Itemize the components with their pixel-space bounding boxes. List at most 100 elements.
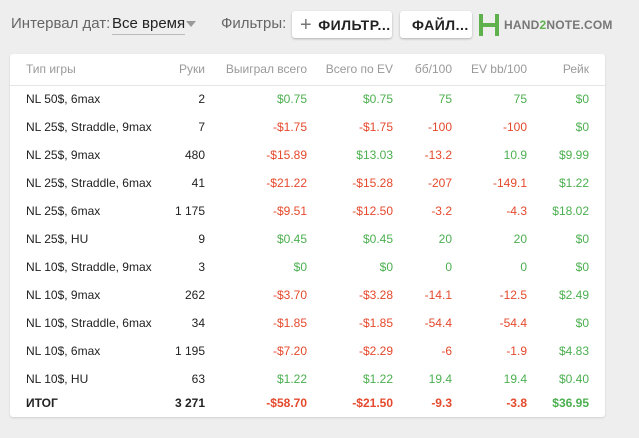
cell-bb-per-100: -6 [441,344,452,358]
cell-total-ev: -$1.85 [358,316,393,330]
cell-rake: $4.83 [558,344,589,358]
hand2note-logo-icon [479,14,499,36]
total-hands: 3 271 [174,396,205,410]
cell-game-type: NL 25$, 6max [26,204,101,218]
chevron-down-icon[interactable] [186,21,196,27]
cell-total-ev: -$15.28 [352,176,393,190]
cell-bb-per-100: -54.4 [424,316,452,330]
files-button[interactable]: ФАЙЛ... [400,11,472,38]
date-interval-select[interactable]: Все время [112,15,186,35]
cell-rake: $2.49 [558,288,589,302]
total-rake: $36.95 [552,396,589,410]
cell-game-type: NL 25$, HU [26,232,89,246]
cell-game-type: NL 10$, 9max [26,288,101,302]
cell-ev-bb-per-100: -100 [502,120,527,134]
date-interval-label: Интервал дат: [11,15,111,32]
cell-hands: 1 195 [174,344,205,358]
cell-rake: $0 [575,232,589,246]
cell-total-ev: -$2.29 [358,344,393,358]
cell-hands: 34 [191,316,205,330]
toolbar: Интервал дат: Все время Фильтры: + ФИЛЬТ… [0,0,639,48]
column-header-bb-per-100[interactable]: бб/100 [414,62,452,76]
plus-icon: + [300,13,313,36]
cell-hands: 480 [184,148,205,162]
cell-total-ev: $1.22 [362,372,393,386]
cell-total-ev: -$3.28 [358,288,393,302]
column-header-game-type[interactable]: Тип игры [26,62,76,76]
cell-bb-per-100: 75 [438,92,452,106]
column-header-total-ev[interactable]: Всего по EV [325,62,393,76]
cell-won-total: -$3.70 [272,288,307,302]
cell-ev-bb-per-100: 75 [513,92,527,106]
cell-rake: $1.22 [558,176,589,190]
cell-game-type: NL 10$, Straddle, 6max [26,316,152,330]
cell-ev-bb-per-100: -1.9 [506,344,527,358]
cell-total-ev: $0.75 [362,92,393,106]
cell-ev-bb-per-100: 20 [513,232,527,246]
total-total-ev: -$21.50 [352,396,393,410]
cell-total-ev: -$12.50 [352,204,393,218]
cell-hands: 7 [198,120,205,134]
cell-rake: $18.02 [552,204,589,218]
stats-table [10,54,605,417]
cell-ev-bb-per-100: -149.1 [492,176,527,190]
files-label: ФАЙЛ... [412,16,469,33]
cell-won-total: -$15.89 [266,148,307,162]
cell-game-type: NL 10$, 6max [26,344,101,358]
cell-won-total: $0.45 [276,232,307,246]
cell-hands: 262 [184,288,205,302]
cell-rake: $0 [575,120,589,134]
cell-ev-bb-per-100: -4.3 [506,204,527,218]
cell-bb-per-100: 20 [438,232,452,246]
cell-total-ev: -$1.75 [358,120,393,134]
cell-won-total: -$7.20 [272,344,307,358]
cell-won-total: -$1.85 [272,316,307,330]
total-bb-per-100: -9.3 [431,396,452,410]
add-filter-button[interactable]: + ФИЛЬТР... [292,11,392,38]
cell-won-total: $1.22 [276,372,307,386]
cell-game-type: NL 25$, Straddle, 9max [26,120,152,134]
cell-won-total: $0 [293,260,307,274]
cell-bb-per-100: -14.1 [424,288,452,302]
filters-label: Фильтры: [221,15,287,32]
cell-bb-per-100: -3.2 [431,204,452,218]
cell-won-total: -$1.75 [272,120,307,134]
cell-total-ev: $0.45 [362,232,393,246]
total-game-type: ИТОГ [26,396,58,410]
cell-hands: 63 [191,372,205,386]
cell-hands: 9 [198,232,205,246]
column-header-hands[interactable]: Руки [179,62,205,76]
cell-rake: $0 [575,316,589,330]
total-ev-bb-per-100: -3.8 [506,396,527,410]
total-won-total: -$58.70 [266,396,307,410]
cell-hands: 3 [198,260,205,274]
column-header-ev-bb-per-100[interactable]: EV bb/100 [470,62,527,76]
cell-ev-bb-per-100: -54.4 [499,316,527,330]
column-header-won-total[interactable]: Выиграл всего [225,62,307,76]
cell-won-total: $0.75 [276,92,307,106]
cell-hands: 2 [198,92,205,106]
cell-total-ev: $0 [379,260,393,274]
cell-rake: $9.99 [558,148,589,162]
header-divider [10,85,605,86]
cell-ev-bb-per-100: -12.5 [499,288,527,302]
cell-won-total: -$21.22 [266,176,307,190]
cell-hands: 41 [191,176,205,190]
cell-rake: $0.40 [558,372,589,386]
cell-rake: $0 [575,92,589,106]
cell-game-type: NL 25$, Straddle, 6max [26,176,152,190]
cell-ev-bb-per-100: 19.4 [503,372,527,386]
cell-bb-per-100: 0 [445,260,452,274]
cell-ev-bb-per-100: 0 [520,260,527,274]
hand2note-logo: HAND2NOTE.COM [479,13,613,37]
cell-game-type: NL 10$, HU [26,372,89,386]
column-header-rake[interactable]: Рейк [562,62,589,76]
cell-bb-per-100: 19.4 [428,372,452,386]
cell-game-type: NL 25$, 9max [26,148,101,162]
cell-bb-per-100: -207 [427,176,452,190]
cell-hands: 1 175 [174,204,205,218]
logo-text: HAND2NOTE.COM [504,18,613,32]
cell-game-type: NL 50$, 6max [26,92,101,106]
cell-ev-bb-per-100: 10.9 [503,148,527,162]
cell-game-type: NL 10$, Straddle, 9max [26,260,152,274]
